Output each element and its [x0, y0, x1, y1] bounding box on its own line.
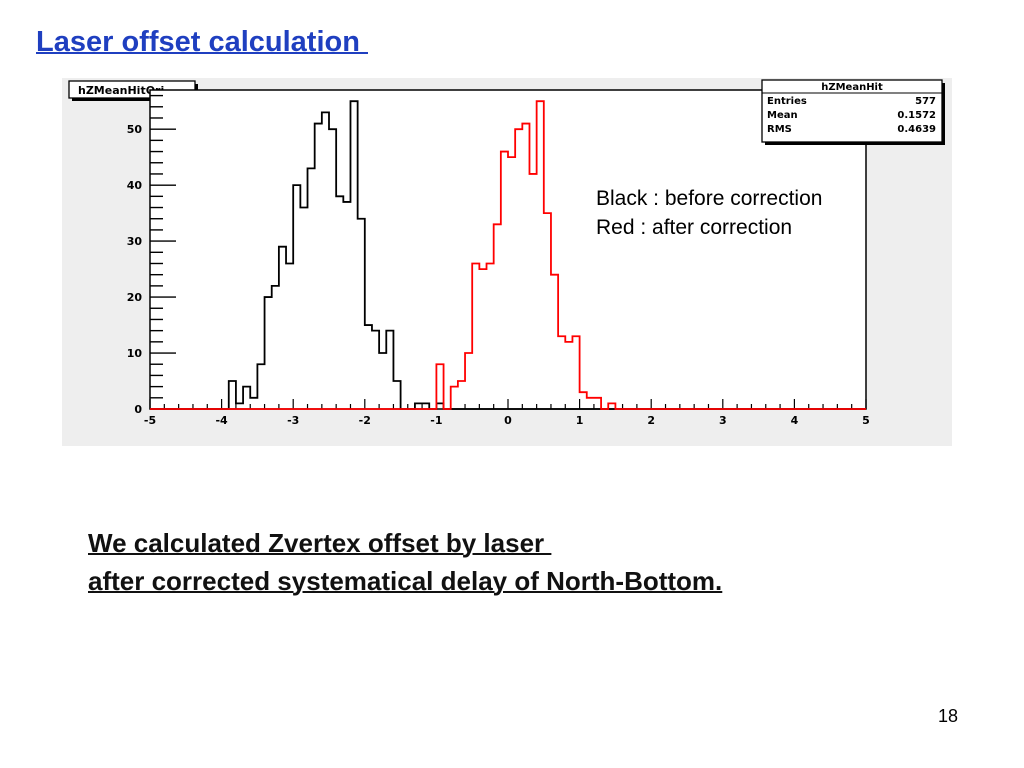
x-tick-label: -3 [287, 414, 299, 427]
x-tick-label: 3 [719, 414, 727, 427]
x-tick-label: 4 [791, 414, 799, 427]
legend-note: Black : before correction Red : after co… [596, 184, 822, 242]
y-tick-label: 20 [127, 291, 143, 304]
plot-area [149, 89, 867, 410]
stats-row-value: 0.4639 [897, 124, 936, 135]
stats-box: hZMeanHit Entries 577 Mean 0.1572 RMS 0.4639 [761, 79, 945, 145]
y-tick-label: 40 [127, 179, 143, 192]
stats-row-value: 577 [915, 96, 936, 107]
stats-row-label: RMS [767, 124, 792, 135]
x-tick-label: -2 [359, 414, 371, 427]
x-tick-label: -4 [215, 414, 228, 427]
page-number: 18 [938, 706, 959, 726]
caption-line-2: after corrected systematical delay of No… [88, 566, 723, 596]
legend-line-red: Red : after correction [596, 216, 793, 239]
histogram-series [150, 100, 866, 410]
chart-axes: 0 10 20 30 40 50 -5 -4 -3 -2 -1 0 1 2 3 4 5 [127, 89, 870, 427]
x-tick-label: 2 [647, 414, 655, 427]
histogram-after-correction [150, 100, 866, 410]
x-tick-label: -5 [144, 414, 156, 427]
y-tick-label: 10 [127, 347, 143, 360]
stats-row-label: Mean [767, 110, 798, 121]
stats-row-value: 0.1572 [897, 110, 936, 121]
slide-caption: We calculated Zvertex offset by laser af… [88, 524, 722, 600]
caption-line-1: We calculated Zvertex offset by laser [88, 528, 552, 558]
y-tick-label: 30 [127, 235, 143, 248]
y-tick-label: 0 [134, 403, 142, 416]
x-tick-label: -1 [430, 414, 442, 427]
stats-row-label: Entries [767, 96, 807, 107]
histogram-svg: hZMeanHitOri 0 10 20 30 40 50 -5 -4 -3 -2 -1 0 1 2 3 4 5… [62, 78, 952, 446]
stats-box-frame [761, 79, 943, 143]
slide-title: Laser offset calculation [36, 26, 368, 58]
y-tick-label: 50 [127, 123, 143, 136]
x-tick-label: 0 [504, 414, 512, 427]
histogram-plot: hZMeanHitOri 0 10 20 30 40 50 -5 -4 -3 -2 -1 0 1 2 3 4 5… [62, 78, 952, 446]
histogram-title: hZMeanHitOri [78, 84, 164, 97]
legend-line-black: Black : before correction [596, 187, 823, 210]
x-tick-label: 5 [862, 414, 870, 427]
x-tick-label: 1 [576, 414, 584, 427]
stats-box-name: hZMeanHit [821, 82, 883, 93]
